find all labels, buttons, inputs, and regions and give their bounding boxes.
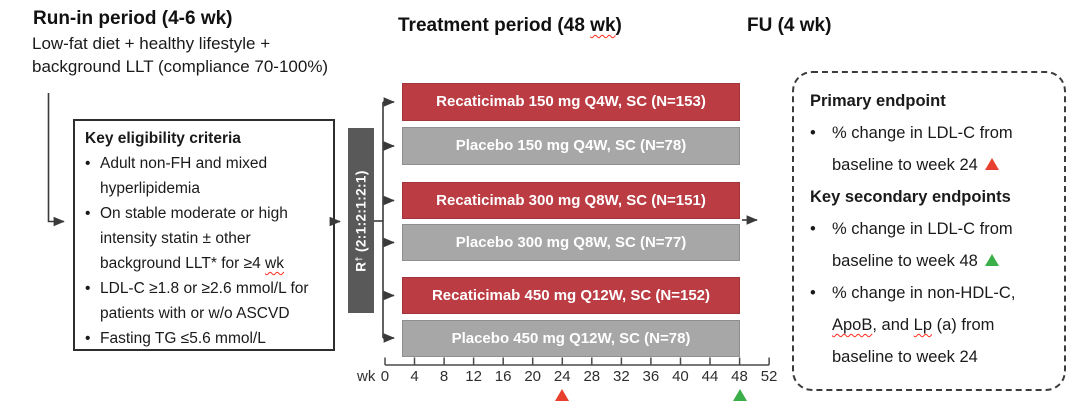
- eligibility-item-text: Adult non-FH and mixed hyperlipidemia: [100, 155, 268, 197]
- axis-unit-label: wk: [357, 368, 376, 385]
- tick-label: 0: [380, 368, 390, 385]
- endpoint-text-lp: Lp: [913, 316, 933, 334]
- tick-label: 16: [494, 368, 512, 385]
- tick-label: 36: [642, 368, 660, 385]
- primary-endpoint-item: • % change in LDL-C from baseline to week…: [810, 117, 1054, 181]
- follow-up-title: FU (4 wk): [747, 15, 832, 36]
- secondary-endpoint-item-1: • % change in LDL-C from baseline to week…: [810, 213, 1054, 277]
- tick-label: 32: [612, 368, 630, 385]
- endpoint-line: • % change in LDL-C from: [810, 117, 1054, 149]
- arm-bar-recaticimab-150: Recaticimab 150 mg Q4W, SC (N=153): [402, 83, 740, 121]
- endpoint-text: baseline to week 48: [832, 252, 978, 270]
- tick-label: 40: [672, 368, 689, 385]
- tick-label: 28: [583, 368, 601, 385]
- treatment-title-text: Treatment period (48: [398, 15, 591, 36]
- bullet-marker: •: [85, 205, 91, 222]
- run-in-description-line1: Low-fat diet + healthy lifestyle +: [32, 34, 271, 53]
- eligibility-title: Key eligibility criteria: [85, 130, 241, 147]
- arm-bar-placebo-450: Placebo 450 mg Q12W, SC (N=78): [402, 320, 740, 357]
- primary-endpoint-heading: Primary endpoint: [810, 92, 946, 110]
- eligibility-item-text: On stable moderate or high intensity sta…: [100, 205, 288, 272]
- tick-label: 4: [410, 368, 419, 385]
- randomization-r: R: [353, 261, 369, 272]
- randomization-dagger: †: [353, 255, 364, 262]
- eligibility-item-statin: • On stable moderate or high intensity st…: [85, 201, 327, 276]
- tick-label: 48: [731, 368, 748, 385]
- secondary-endpoint-item-2: • % change in non-HDL-C, ApoB, and Lp (a)…: [810, 277, 1054, 373]
- bullet-marker: •: [810, 220, 816, 238]
- endpoint-line: baseline to week 24: [810, 341, 1054, 373]
- timeline-ticks: [384, 357, 770, 365]
- week48-marker-triangle-icon: [732, 389, 747, 401]
- treatment-title-wk: wk: [590, 15, 616, 36]
- endpoint-text: % change in LDL-C from: [832, 220, 1013, 238]
- treatment-period-title: Treatment period (48 wk): [398, 15, 622, 37]
- endpoint-line: baseline to week 24: [810, 149, 1054, 181]
- arm-bar-placebo-150: Placebo 150 mg Q4W, SC (N=78): [402, 127, 740, 165]
- bullet-marker: •: [85, 330, 91, 347]
- run-in-period-title: Run-in period (4-6 wk): [33, 8, 233, 29]
- endpoint-text: baseline to week 24: [832, 156, 978, 174]
- endpoint-line: baseline to week 48: [810, 245, 1054, 277]
- randomization-box: R† (2:1:2:1:2:1): [348, 128, 374, 313]
- timeline-axis: [384, 357, 770, 366]
- eligibility-item-wk: wk: [265, 255, 284, 272]
- treatment-title-paren: ): [615, 15, 622, 36]
- bullet-marker: •: [85, 155, 91, 172]
- bullet-marker: •: [810, 284, 816, 302]
- arm-bar-placebo-300: Placebo 300 mg Q8W, SC (N=77): [402, 224, 740, 261]
- randomization-ratio: (2:1:2:1:2:1): [353, 169, 369, 256]
- axis-tick-labels: 0 4 8 12 16 20 24 28 32 36 40 44 48 52: [370, 368, 784, 385]
- bullet-marker: •: [810, 124, 816, 142]
- bullet-marker: •: [85, 280, 91, 297]
- week24-triangle-icon: [984, 158, 999, 170]
- arm-bar-recaticimab-300: Recaticimab 300 mg Q8W, SC (N=151): [402, 182, 740, 219]
- arm-bar-recaticimab-450: Recaticimab 450 mg Q12W, SC (N=152): [402, 277, 740, 314]
- endpoint-text: % change in LDL-C from: [832, 124, 1013, 142]
- eligibility-item-text: Fasting TG ≤5.6 mmol/L: [100, 330, 266, 347]
- eligibility-item-population: • Adult non-FH and mixed hyperlipidemia: [85, 151, 327, 201]
- endpoints-box: Primary endpoint • % change in LDL-C from…: [792, 71, 1066, 391]
- endpoint-line: • % change in non-HDL-C,: [810, 277, 1054, 309]
- run-in-description-line2: background LLT (compliance 70-100%): [32, 57, 329, 76]
- tick-label: 44: [701, 368, 719, 385]
- endpoint-text: (a) from: [932, 316, 995, 334]
- tick-label: 8: [439, 368, 449, 385]
- endpoint-line: • % change in LDL-C from: [810, 213, 1054, 245]
- eligibility-item-text: LDL-C ≥1.8 or ≥2.6 mmol/L for patients w…: [100, 280, 309, 322]
- week24-marker-triangle-icon: [555, 389, 570, 401]
- randomization-label: R† (2:1:2:1:2:1): [354, 170, 369, 271]
- week48-triangle-icon: [984, 254, 999, 266]
- tick-label: 24: [553, 368, 571, 385]
- endpoint-text: % change in non-HDL-C,: [832, 284, 1016, 302]
- endpoint-text: baseline to week 24: [832, 348, 978, 366]
- runin-to-eligibility-arrow: [47, 93, 65, 227]
- secondary-endpoints-heading: Key secondary endpoints: [810, 188, 1011, 206]
- eligibility-item-tg: • Fasting TG ≤5.6 mmol/L: [85, 326, 327, 351]
- endpoint-text: , and: [872, 316, 914, 334]
- eligibility-criteria-box: Key eligibility criteria • Adult non-FH a…: [73, 119, 335, 351]
- tick-label: 52: [760, 368, 778, 385]
- eligibility-item-ldlc: • LDL-C ≥1.8 or ≥2.6 mmol/L for patients …: [85, 276, 327, 326]
- endpoint-text-apob: ApoB: [832, 316, 873, 334]
- endpoint-line: ApoB, and Lp (a) from: [810, 309, 1054, 341]
- tick-label: 12: [465, 368, 482, 385]
- tick-label: 20: [524, 368, 542, 385]
